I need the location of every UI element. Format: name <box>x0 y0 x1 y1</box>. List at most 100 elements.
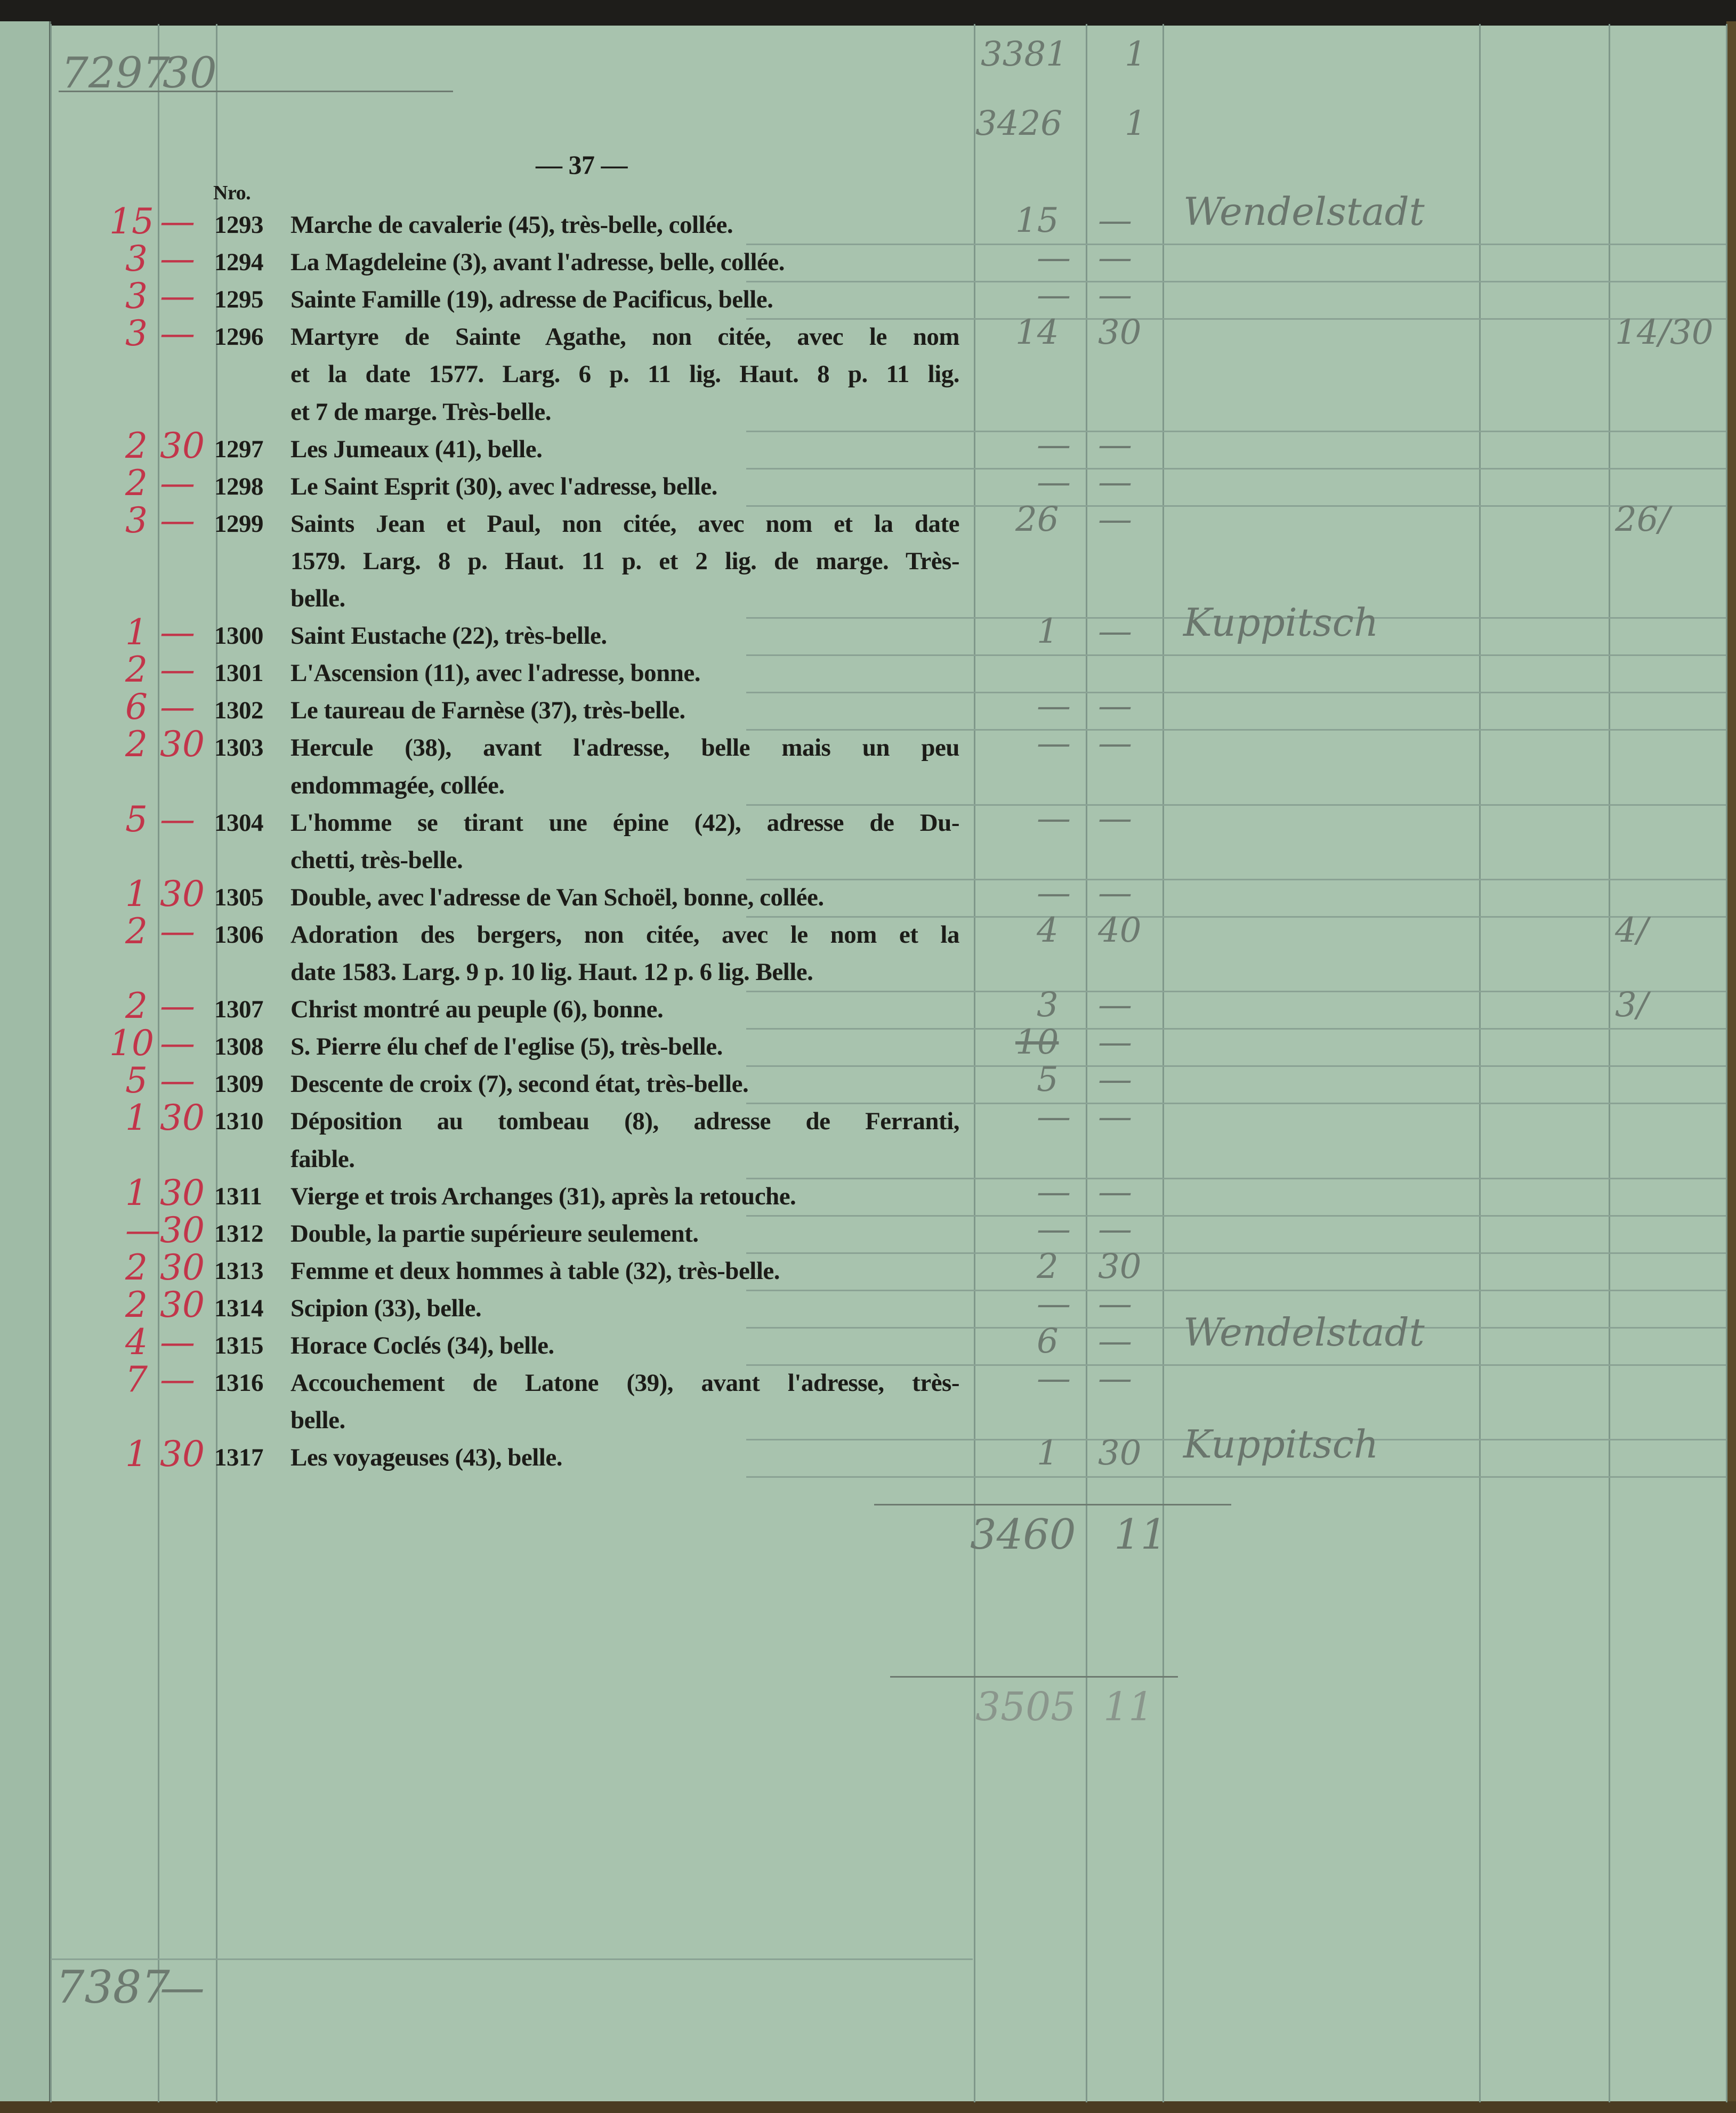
lot-description-line: Les voyageuses (43), belle. <box>290 1444 562 1472</box>
margin-note: 4/ <box>1615 910 1649 950</box>
sale-price-florins: 2 <box>1037 1246 1059 1286</box>
scan-right-edge <box>1726 21 1736 2113</box>
row-rule <box>746 878 1726 880</box>
sale-price-florins: 14 <box>1015 313 1059 353</box>
sale-price-kreuzer: — <box>1098 238 1132 278</box>
estimate-florins: 5 <box>125 1060 148 1102</box>
row-rule <box>746 1289 1726 1291</box>
sale-price-florins: — <box>1037 1172 1071 1212</box>
lot-description-line: belle. <box>290 1406 345 1435</box>
lot-number: 1295 <box>214 286 264 314</box>
lot-number: 1308 <box>214 1033 264 1061</box>
lot-description-line: Le Saint Esprit (30), avec l'adresse, be… <box>290 472 717 500</box>
lot-number: 1304 <box>214 808 264 837</box>
scan-bottom-edge <box>0 2101 1736 2113</box>
row-rule <box>746 617 1726 619</box>
estimate-kreuzer: — <box>160 313 195 354</box>
lot-description-line: Femme et deux hommes à table (32), très-… <box>290 1257 780 1285</box>
lot-number: 1302 <box>214 697 264 725</box>
lot-number: 1312 <box>214 1219 264 1248</box>
lot-description-line: Martyre de Sainte Agathe, non citée, ave… <box>290 323 960 351</box>
row-rule <box>746 1364 1726 1366</box>
estimate-florins: 1 <box>125 1434 148 1475</box>
column-rule <box>50 24 52 2102</box>
estimate-florins: 1 <box>125 873 148 914</box>
carry-2-sub: 1 <box>1125 104 1146 143</box>
lot-description-line: Déposition au tombeau (8), adresse de Fe… <box>290 1107 960 1136</box>
sale-price-florins: — <box>1037 238 1071 278</box>
sale-price-kreuzer: — <box>1098 1209 1132 1249</box>
row-rule <box>746 1215 1726 1217</box>
bottom-left-sub: — <box>160 1961 205 2013</box>
column-rule <box>1609 24 1610 2102</box>
column-rule <box>1086 24 1087 2102</box>
estimate-kreuzer: — <box>160 1359 195 1400</box>
row-rule <box>746 654 1726 657</box>
lot-number: 1297 <box>214 435 264 463</box>
buyer-name: Wendelstadt <box>1183 189 1425 234</box>
sale-price-kreuzer: — <box>1098 1023 1132 1063</box>
row-rule <box>746 991 1726 993</box>
estimate-florins: 2 <box>125 910 148 952</box>
lot-description-line: Vierge et trois Archanges (31), après la… <box>290 1182 796 1210</box>
lot-description-line: Le taureau de Farnèse (37), très-belle. <box>290 697 685 725</box>
subtotal-rule <box>874 1504 1231 1505</box>
page-number: — 37 — <box>536 150 628 180</box>
bottom-left-total: 7387 <box>56 1961 170 2013</box>
lot-description-line: Descente de croix (7), second état, très… <box>290 1070 749 1098</box>
sale-price-kreuzer: 40 <box>1098 910 1142 950</box>
row-rule <box>746 1252 1726 1254</box>
column-rule <box>216 24 217 2102</box>
estimate-kreuzer: — <box>160 985 195 1027</box>
scan-top-edge <box>0 0 1736 26</box>
estimate-kreuzer: — <box>160 1060 195 1102</box>
estimate-kreuzer: — <box>160 201 195 242</box>
margin-note: 14/30 <box>1615 313 1714 353</box>
row-rule <box>746 1439 1726 1441</box>
facing-page-edge <box>0 21 51 2113</box>
column-rule <box>158 24 159 2102</box>
estimate-florins: 2 <box>125 1246 148 1288</box>
sale-price-florins: — <box>1037 1284 1071 1324</box>
estimate-florins: 1 <box>125 1097 148 1139</box>
estimate-kreuzer: 30 <box>160 1097 205 1139</box>
lot-number: 1305 <box>214 883 264 911</box>
sale-price-florins: — <box>1037 1097 1071 1137</box>
margin-note: 3/ <box>1615 985 1649 1025</box>
row-rule <box>746 1065 1726 1067</box>
carry-1-sub: 1 <box>1125 35 1146 74</box>
sale-price-florins: 3 <box>1037 985 1059 1025</box>
row-rule <box>746 1476 1726 1478</box>
buyer-name: Kuppitsch <box>1183 600 1379 645</box>
estimate-florins: 1 <box>125 612 148 653</box>
column-header-nro: Nro. <box>213 182 251 204</box>
sale-price-florins: — <box>1037 462 1071 502</box>
column-rule <box>974 24 975 2102</box>
sale-price-kreuzer: — <box>1098 686 1132 726</box>
sale-price-kreuzer: — <box>1098 724 1132 764</box>
lot-description-line: L'homme se tirant une épine (42), adress… <box>290 808 960 837</box>
estimate-florins: 10 <box>109 1023 154 1064</box>
estimate-florins: 4 <box>125 1322 148 1363</box>
lot-description-line: S. Pierre élu chef de l'eglise (5), très… <box>290 1033 723 1061</box>
sale-price-florins: 26 <box>1015 499 1059 539</box>
estimate-kreuzer: — <box>160 649 195 691</box>
estimate-kreuzer: — <box>160 798 195 840</box>
lot-description-line: La Magdeleine (3), avant l'adresse, bell… <box>290 248 785 277</box>
lot-description-line: Sainte Famille (19), adresse de Pacificu… <box>290 286 773 314</box>
lot-number: 1310 <box>214 1107 264 1136</box>
estimate-florins: 6 <box>125 686 148 728</box>
top-left-carry-sub: 30 <box>163 48 217 98</box>
subtotal-amount: 3460 <box>970 1511 1076 1559</box>
sale-price-kreuzer: — <box>1098 1097 1132 1137</box>
top-left-carry-amount: 7297 <box>61 48 170 98</box>
lot-number: 1298 <box>214 472 264 500</box>
sale-price-florins: 15 <box>1015 201 1059 240</box>
lot-number: 1306 <box>214 920 264 949</box>
estimate-kreuzer: — <box>160 686 195 728</box>
estimate-florins: — <box>125 1209 160 1251</box>
estimate-florins: 1 <box>125 1172 148 1213</box>
lot-number: 1316 <box>214 1369 264 1397</box>
lot-description-line: Saint Eustache (22), très-belle. <box>290 622 607 650</box>
sale-price-florins: — <box>1037 1359 1071 1399</box>
